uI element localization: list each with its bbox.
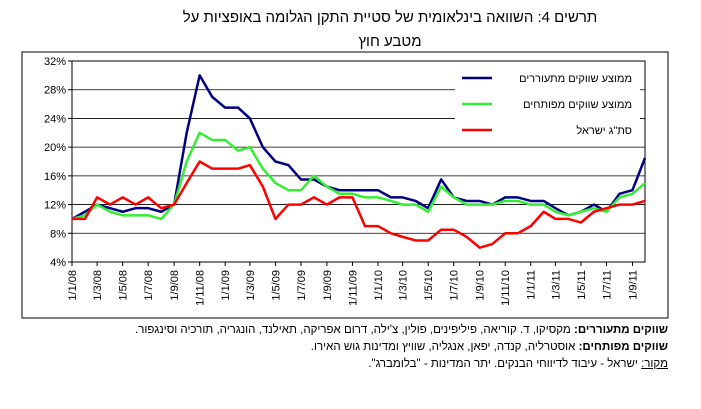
series-line [71, 131, 646, 221]
note: שווקים מפותחים: אוסטרליה, קנדה, יפאן, אנ… [40, 339, 668, 356]
y-tick-label: 24% [44, 113, 66, 125]
x-tick-label: 1/9/11 [627, 270, 639, 300]
legend-label: ממוצע שווקים מתעוררים [519, 73, 632, 85]
x-tick-label: 1/5/11 [576, 270, 588, 300]
x-tick-label: 1/1/09 [220, 270, 232, 301]
chart-frame [21, 51, 669, 319]
x-tick-label: 1/9/09 [322, 270, 334, 301]
note-text: ישראל - עיבוד לדיווחי הבנקים. יתר המדינו… [368, 358, 642, 370]
series-line [72, 160, 646, 249]
x-tick-label: 1/3/08 [92, 270, 104, 301]
y-tick-label: 8% [50, 228, 66, 240]
x-tick-label: 1/5/08 [118, 270, 130, 301]
x-tick-label: 1/11/09 [347, 270, 359, 306]
y-tick-label: 16% [44, 171, 66, 183]
legend-label: סת"ג ישראל [576, 124, 632, 137]
series-line [71, 74, 647, 221]
note-text: אוסטרליה, קנדה, יפאן, אנגליה, שוויץ ומדי… [310, 341, 579, 353]
chart: 4% 8% 12% 16% 20% 24% 28% 32% 1/1/08 1/3/08 1/5/08… [21, 51, 669, 319]
note-label: שווקים מתעוררים: [574, 324, 668, 336]
x-tick-label: 1/7/08 [143, 270, 155, 301]
note: שווקים מתעוררים: מקסיקו, ד. קוריאה, פילי… [40, 322, 668, 339]
x-tick-label: 1/5/09 [270, 270, 282, 301]
note-text: מקסיקו, ד. קוריאה, פיליפינים, פולין, צ'י… [135, 324, 574, 336]
x-tick-label: 1/3/10 [398, 270, 410, 301]
x-tick-label: 1/1/08 [67, 270, 79, 301]
y-tick-label: 12% [44, 200, 66, 212]
chart-title: תרשים 4: השוואה בינלאומית של סטיית התקן … [90, 6, 690, 54]
notes: שווקים מתעוררים: מקסיקו, ד. קוריאה, פילי… [40, 322, 668, 373]
note-label: מקור: [641, 358, 668, 370]
x-tick-label: 1/11/08 [195, 270, 207, 306]
note: מקור: ישראל - עיבוד לדיווחי הבנקים. יתר … [40, 356, 668, 373]
x-tick-label: 1/7/11 [601, 270, 613, 300]
y-tick-label: 28% [44, 85, 66, 97]
y-tick-label: 32% [44, 56, 66, 68]
legend-label: ממוצע שווקים מפותחים [523, 99, 632, 111]
x-tick-label: 1/5/10 [423, 270, 435, 301]
y-tick-label: 4% [50, 257, 66, 269]
x-tick-label: 1/11/10 [500, 270, 512, 306]
x-tick-label: 1/9/10 [475, 270, 487, 301]
title-line: מטבע חוץ [358, 33, 422, 50]
y-tick-label: 20% [44, 142, 66, 154]
plot-area [71, 60, 646, 263]
x-tick-label: 1/9/08 [169, 270, 181, 301]
x-tick-label: 1/1/10 [373, 270, 385, 301]
x-tick-label: 1/1/11 [526, 270, 538, 300]
x-tick-label: 1/7/09 [296, 270, 308, 301]
x-tick-label: 1/3/11 [550, 270, 562, 300]
x-tick-label: 1/3/09 [245, 270, 257, 301]
title-line: תרשים 4: השוואה בינלאומית של סטיית התקן … [182, 9, 598, 26]
x-tick-label: 1/7/10 [449, 270, 461, 301]
note-label: שווקים מפותחים: [578, 341, 668, 353]
